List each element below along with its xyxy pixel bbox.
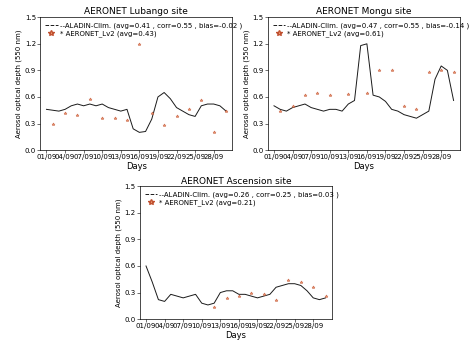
Point	[450, 69, 457, 75]
Point	[111, 116, 118, 121]
Point	[185, 107, 193, 112]
Point	[276, 108, 284, 114]
Y-axis label: Aerosol optical depth (550 nm): Aerosol optical depth (550 nm)	[16, 29, 22, 138]
Point	[363, 90, 371, 95]
Point	[285, 277, 292, 283]
Point	[123, 117, 131, 123]
Y-axis label: Aerosol optical depth (550 nm): Aerosol optical depth (550 nm)	[115, 198, 122, 307]
Point	[223, 295, 230, 300]
Point	[73, 112, 81, 117]
Y-axis label: Aerosol optical depth (550 nm): Aerosol optical depth (550 nm)	[243, 29, 250, 138]
Point	[272, 297, 280, 303]
Point	[86, 96, 94, 101]
Point	[375, 68, 383, 73]
Point	[136, 41, 143, 47]
Point	[425, 69, 433, 75]
Point	[160, 122, 168, 128]
Point	[61, 110, 69, 116]
Point	[49, 122, 56, 127]
Point	[400, 103, 408, 109]
Legend: --ALADIN-Clim. (avg=0.26 , corr=0.25 , bias=0.03 ), * AERONET_Lv2 (avg=0.21): --ALADIN-Clim. (avg=0.26 , corr=0.25 , b…	[143, 190, 340, 207]
X-axis label: Days: Days	[225, 331, 246, 340]
Title: AERONET Lubango site: AERONET Lubango site	[84, 8, 188, 17]
Point	[413, 107, 420, 112]
Point	[210, 304, 218, 309]
Point	[222, 108, 230, 114]
Title: AERONET Mongu site: AERONET Mongu site	[316, 8, 411, 17]
Point	[322, 293, 329, 299]
Point	[210, 130, 218, 135]
Point	[148, 110, 155, 116]
Point	[297, 279, 305, 285]
Point	[198, 98, 205, 103]
Legend: --ALADIN-Clim. (avg=0.47 , corr=0.55 , bias=-0.14 ), * AERONET_Lv2 (avg=0.61): --ALADIN-Clim. (avg=0.47 , corr=0.55 , b…	[271, 21, 471, 38]
Point	[314, 91, 321, 96]
Point	[388, 68, 395, 73]
X-axis label: Days: Days	[126, 161, 147, 171]
Point	[326, 92, 334, 98]
Point	[247, 290, 255, 295]
Point	[260, 292, 267, 297]
Point	[345, 91, 352, 97]
Point	[301, 92, 309, 98]
Point	[173, 114, 180, 119]
Point	[310, 285, 317, 290]
Legend: --ALADIN-Clim. (avg=0.41 , corr=0.55 , bias=-0.02 ), * AERONET_Lv2 (avg=0.43): --ALADIN-Clim. (avg=0.41 , corr=0.55 , b…	[44, 21, 243, 38]
Point	[99, 116, 106, 121]
Point	[235, 293, 243, 299]
X-axis label: Days: Days	[353, 161, 374, 171]
Title: AERONET Ascension site: AERONET Ascension site	[181, 177, 291, 186]
Point	[438, 68, 445, 73]
Point	[289, 103, 296, 109]
